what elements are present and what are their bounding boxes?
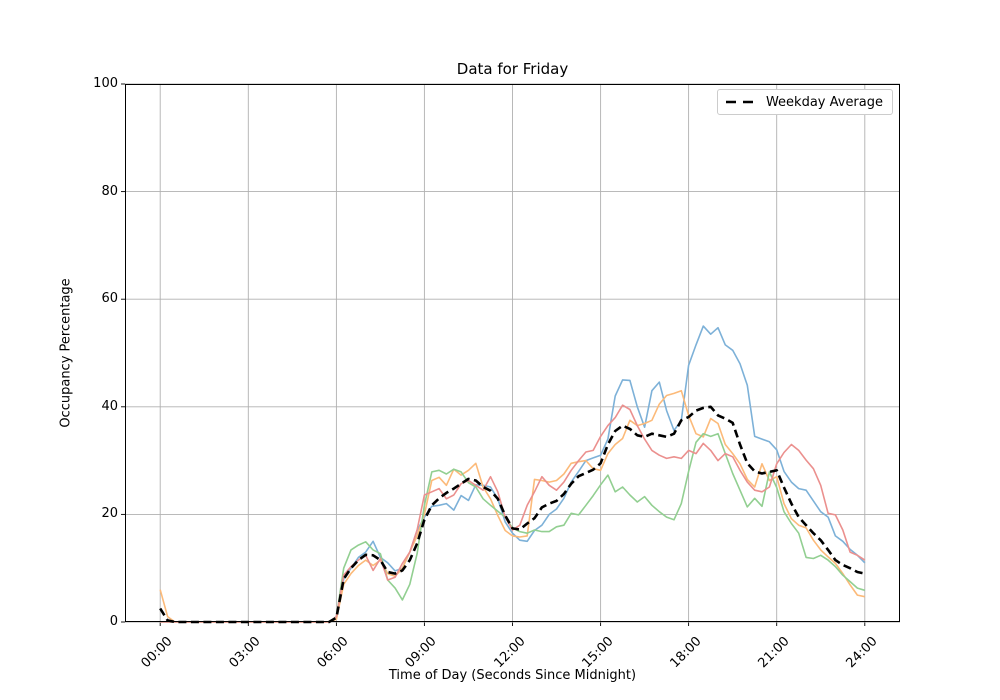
y-tick-label: 100: [93, 76, 118, 91]
x-tick-label: 24:00: [843, 634, 881, 672]
y-tick-label: 0: [109, 614, 118, 629]
dashed-line-icon: [725, 100, 758, 104]
x-tick-label: 18:00: [667, 634, 705, 672]
x-tick-label: 15:00: [579, 634, 617, 672]
legend-label: Weekday Average: [765, 94, 883, 110]
y-tick-label: 40: [101, 398, 118, 414]
legend: Weekday Average: [716, 89, 893, 115]
x-tick-label: 09:00: [402, 634, 441, 672]
x-tick-label: 03:00: [226, 634, 264, 672]
chart-title: Data for Friday: [456, 60, 569, 78]
y-tick-label: 80: [101, 183, 118, 199]
x-axis-label: Time of Day (Seconds Since Midnight): [388, 668, 637, 683]
y-tick-label: 60: [101, 291, 118, 307]
x-tick-label: 00:00: [138, 634, 176, 672]
x-tick-label: 06:00: [314, 634, 352, 672]
plot-svg: [121, 83, 900, 626]
plot-area: [121, 83, 900, 626]
y-tick-label: 20: [101, 506, 118, 522]
x-tick-label: 21:00: [755, 634, 793, 672]
x-tick-label: 12:00: [491, 634, 529, 672]
series-weekday-average: [159, 405, 866, 624]
